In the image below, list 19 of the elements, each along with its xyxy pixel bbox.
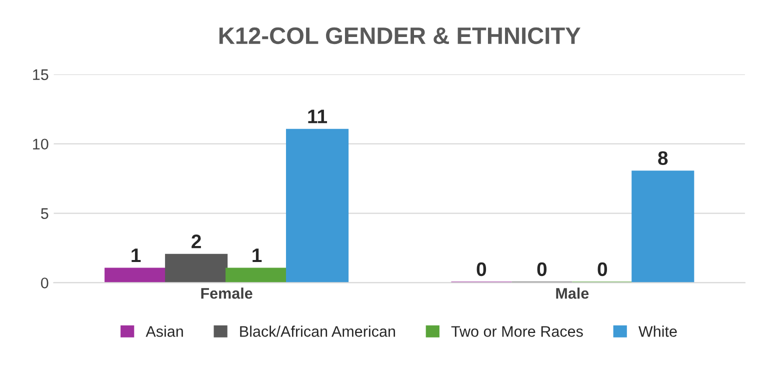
legend-label: White <box>638 326 677 337</box>
y-tick-label: 5 <box>41 208 48 219</box>
x-tick-label: Male <box>556 288 589 299</box>
chart-title: K12-COL GENDER & ETHNICITY <box>219 27 580 44</box>
data-label: 0 <box>476 262 486 276</box>
legend-label: Black/African American <box>240 326 395 337</box>
y-tick-label: 0 <box>41 278 48 288</box>
data-label: 11 <box>308 110 328 124</box>
legend-label: Asian <box>146 326 183 337</box>
data-label: 0 <box>598 262 608 276</box>
data-label: 1 <box>132 248 141 262</box>
data-label: 2 <box>192 234 201 248</box>
data-label: 8 <box>658 151 668 165</box>
data-label: 0 <box>537 262 547 276</box>
y-tick-label: 10 <box>33 138 48 150</box>
x-tick-label: Female <box>201 288 252 299</box>
data-label: 1 <box>252 248 262 262</box>
y-tick-label: 15 <box>33 69 48 80</box>
legend-label: Two or More Races <box>451 326 583 337</box>
